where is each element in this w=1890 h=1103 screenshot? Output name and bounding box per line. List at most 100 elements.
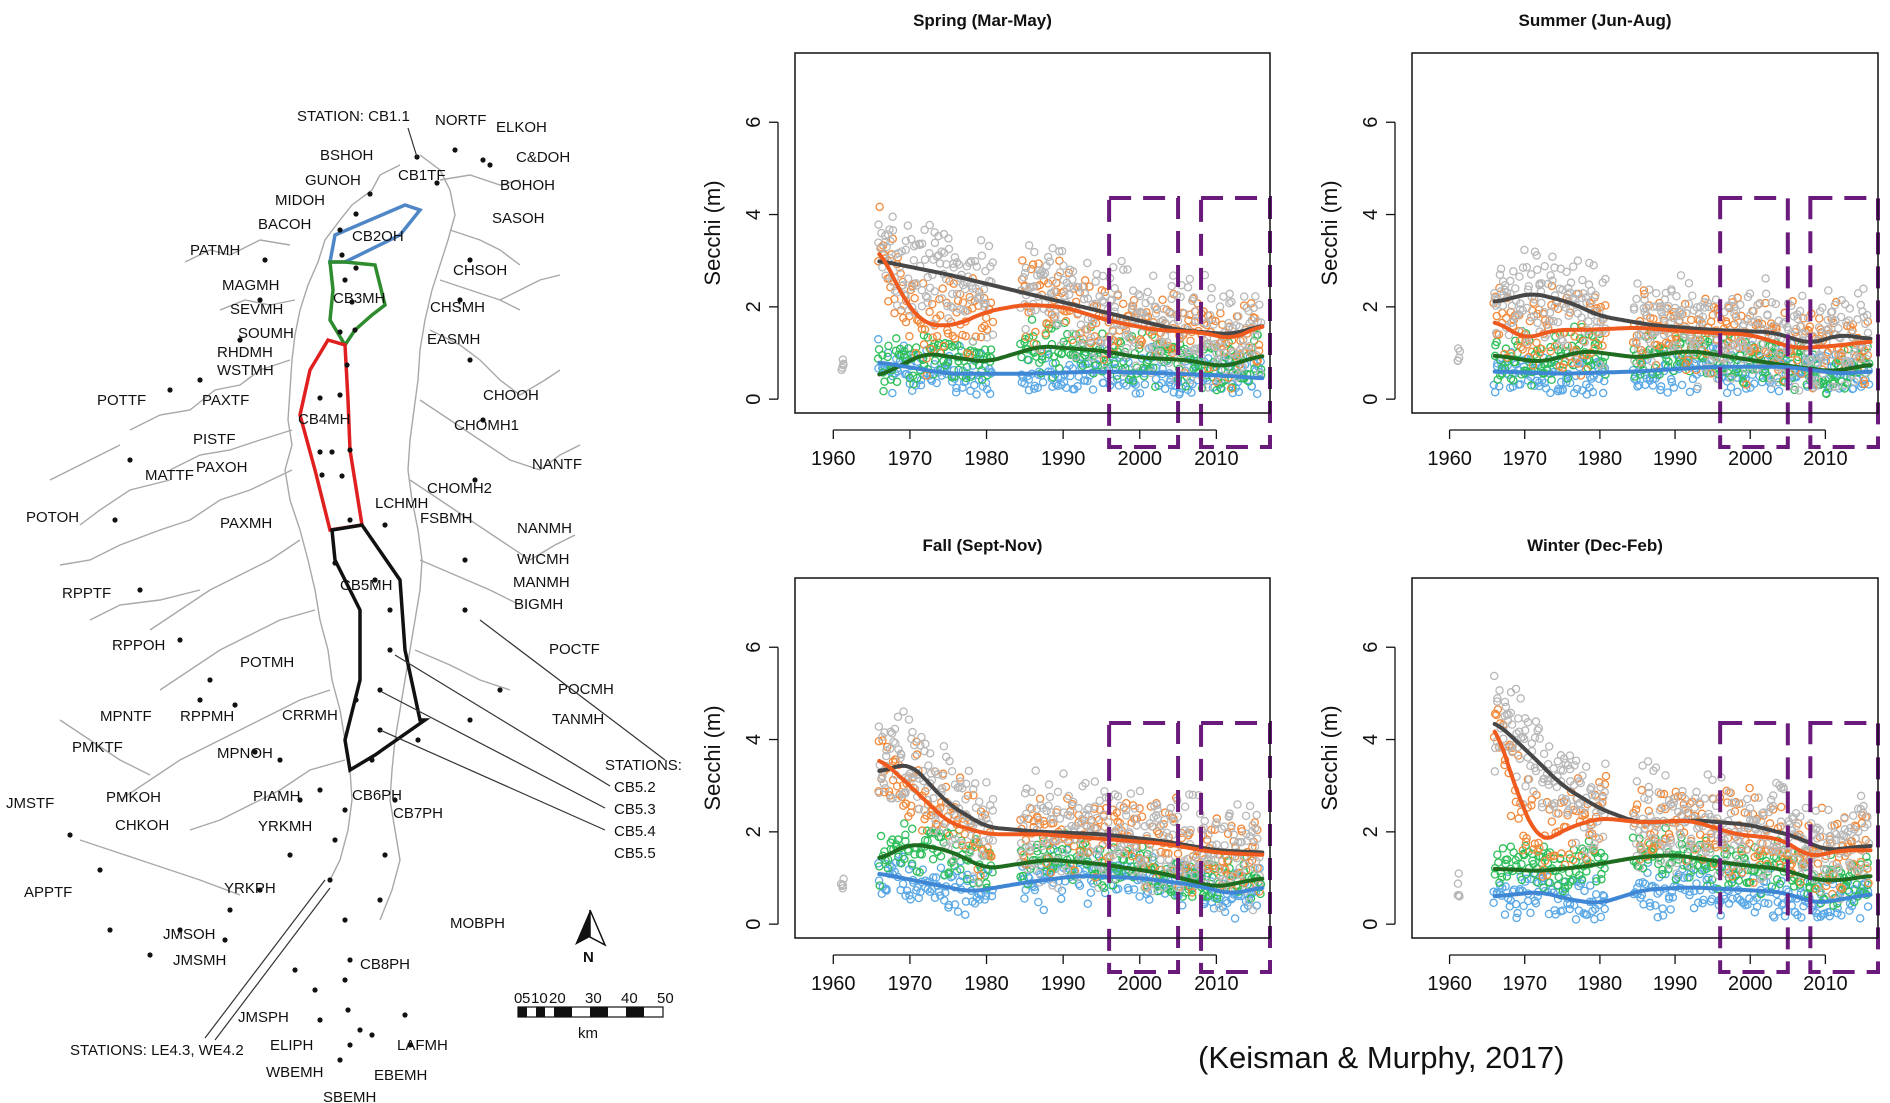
- observation-point: [1845, 304, 1855, 313]
- observation-point: [902, 886, 912, 895]
- observation-point: [1021, 885, 1030, 895]
- observation-point: [1656, 385, 1665, 395]
- observation-point: [1666, 839, 1675, 848]
- observation-point: [1529, 787, 1538, 796]
- y-tick-label: 2: [743, 826, 765, 837]
- observation-point: [1764, 807, 1774, 817]
- observation-point: [1059, 769, 1068, 778]
- observation-point: [1695, 798, 1704, 807]
- observation-point: [1498, 844, 1508, 853]
- leader-lines: [204, 127, 666, 1041]
- observation-point: [978, 851, 988, 861]
- observation-point: [1851, 352, 1861, 361]
- observation-point: [1493, 850, 1502, 860]
- station-label-cb5-3: CB5.4: [614, 823, 656, 840]
- observation-point: [1502, 710, 1512, 719]
- observation-point: [1081, 778, 1090, 788]
- observation-point: [1689, 842, 1698, 852]
- y-tick-label: 6: [743, 642, 765, 653]
- observation-point: [1632, 777, 1642, 786]
- observation-point: [1076, 850, 1086, 860]
- observation-point: [1771, 299, 1781, 309]
- observation-point: [1664, 864, 1673, 874]
- observation-point: [985, 389, 995, 399]
- observation-point: [1596, 783, 1605, 792]
- observation-point: [1799, 889, 1809, 898]
- plot-frame: [1411, 52, 1879, 414]
- observation-point: [1508, 318, 1517, 327]
- observation-point: [912, 886, 921, 895]
- observation-point: [1072, 282, 1081, 292]
- observation-point: [974, 375, 984, 384]
- observation-point: [1739, 320, 1749, 329]
- observation-point: [1061, 316, 1071, 326]
- observation-point: [879, 779, 889, 788]
- x-tick-label: 1960: [1427, 448, 1472, 470]
- observation-point: [1537, 298, 1546, 308]
- scale-tick-label: 20: [549, 990, 566, 1007]
- scale-tick-label: 0: [514, 990, 522, 1007]
- observation-point: [1240, 860, 1250, 870]
- observation-point: [1645, 898, 1655, 908]
- observation-point: [1596, 302, 1606, 312]
- observation-point: [875, 862, 884, 871]
- observation-point: [1698, 312, 1708, 321]
- observation-point: [1692, 370, 1701, 379]
- observation-point: [1783, 848, 1792, 857]
- observation-point: [1162, 828, 1172, 838]
- observation-point: [1045, 792, 1055, 802]
- station-label-potmh: POTMH: [240, 654, 294, 671]
- observation-point: [1212, 818, 1221, 827]
- observation-point: [924, 761, 933, 770]
- observation-point: [888, 226, 898, 235]
- observation-point: [881, 784, 890, 793]
- station-dot: [337, 329, 343, 335]
- observation-point: [1018, 256, 1027, 265]
- observation-point: [1598, 793, 1608, 802]
- observation-point: [888, 212, 897, 222]
- observation-point: [1825, 911, 1834, 921]
- observation-point: [977, 323, 987, 333]
- observation-point: [975, 895, 984, 904]
- observation-point: [1086, 336, 1095, 346]
- observation-point: [1663, 388, 1672, 397]
- observation-point: [1775, 879, 1785, 889]
- observation-point: [1598, 798, 1607, 807]
- observation-point: [1535, 349, 1544, 358]
- observation-point: [904, 715, 914, 724]
- observation-point: [1738, 343, 1748, 352]
- observation-point: [1581, 910, 1590, 919]
- observation-point: [1188, 790, 1198, 800]
- observation-point: [1225, 809, 1234, 818]
- observation-point: [1589, 843, 1599, 852]
- observation-point: [1229, 830, 1238, 839]
- observation-point: [1677, 380, 1687, 390]
- observation-point: [1186, 825, 1195, 835]
- observation-point: [1493, 375, 1502, 384]
- observation-point: [1100, 888, 1110, 898]
- observation-point: [1863, 328, 1873, 338]
- observation-point: [988, 330, 998, 340]
- observation-point: [1042, 806, 1051, 816]
- observation-point: [1084, 803, 1093, 813]
- observation-point: [1055, 268, 1065, 277]
- observation-point: [1135, 786, 1145, 796]
- observation-point: [934, 231, 943, 241]
- observation-point: [958, 305, 968, 315]
- observation-point: [1701, 294, 1710, 304]
- observation-point: [948, 331, 957, 341]
- observation-point: [881, 271, 890, 280]
- observation-point: [1024, 355, 1033, 365]
- observation-point: [1188, 888, 1197, 897]
- station-dot: [392, 797, 398, 803]
- observation-point: [1507, 301, 1517, 311]
- observation-point: [905, 332, 914, 341]
- observation-point: [1147, 330, 1157, 340]
- observation-point: [903, 221, 913, 230]
- observation-point: [1242, 836, 1252, 846]
- x-tick-label: 1990: [1041, 973, 1086, 995]
- observation-point: [982, 879, 991, 888]
- observation-point: [1551, 809, 1561, 818]
- observation-point: [1557, 849, 1566, 858]
